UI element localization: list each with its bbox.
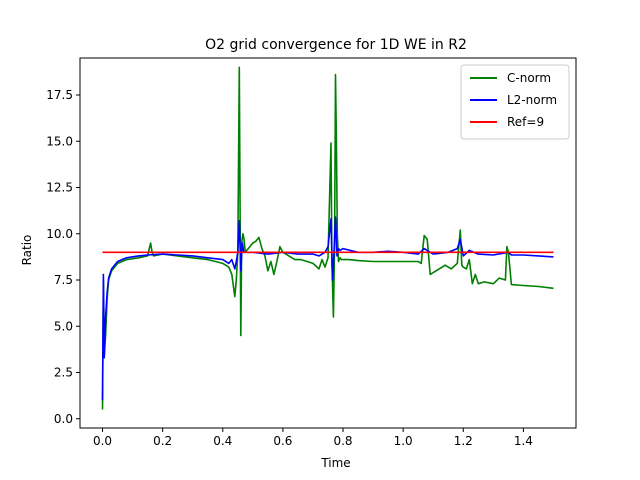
y-tick-label: 10.0 <box>46 227 73 241</box>
y-tick-label: 5.0 <box>54 319 73 333</box>
x-tick-label: 1.0 <box>394 434 413 448</box>
series-line-c-norm <box>101 66 554 410</box>
y-tick-label: 12.5 <box>46 181 73 195</box>
legend-label: C-norm <box>507 71 551 85</box>
x-tick-label: 1.4 <box>514 434 533 448</box>
x-tick-label: 0.6 <box>273 434 292 448</box>
x-tick-label: 0.4 <box>213 434 232 448</box>
chart-title: O2 grid convergence for 1D WE in R2 <box>205 37 467 53</box>
y-tick-label: 15.0 <box>46 134 73 148</box>
y-tick-label: 2.5 <box>54 366 73 380</box>
legend-label: L2-norm <box>507 93 557 107</box>
y-axis-label: Ratio <box>20 235 34 266</box>
x-tick-label: 0.2 <box>153 434 172 448</box>
y-tick-label: 7.5 <box>54 273 73 287</box>
legend-box <box>460 64 570 140</box>
x-tick-label: 0.0 <box>93 434 112 448</box>
axis-ticks: 0.0 0.2 0.4 0.6 0.8 1.0 1.2 1.4 0.0 2.5 5.0 7.5 10.0… <box>46 88 533 448</box>
x-tick-label: 1.2 <box>454 434 473 448</box>
y-tick-label: 17.5 <box>46 88 73 102</box>
legend: C-norm L2-norm Ref=9 <box>460 64 570 140</box>
y-tick-label: 0.0 <box>54 412 73 426</box>
x-axis-label: Time <box>320 456 350 470</box>
x-tick-label: 0.8 <box>333 434 352 448</box>
legend-label: Ref=9 <box>507 115 544 129</box>
plot-area <box>101 66 554 410</box>
axes-frame <box>79 57 577 429</box>
series-line-l2-norm <box>101 216 554 401</box>
